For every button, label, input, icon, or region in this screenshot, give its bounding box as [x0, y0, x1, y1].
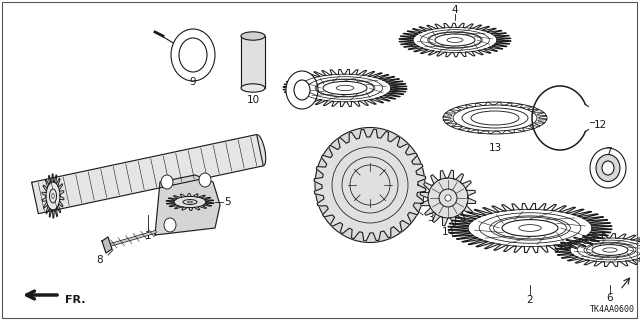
Text: 3: 3 [427, 213, 433, 223]
Polygon shape [155, 175, 220, 235]
Ellipse shape [519, 225, 541, 231]
Text: 10: 10 [246, 95, 260, 105]
Ellipse shape [592, 244, 628, 255]
Ellipse shape [439, 189, 457, 207]
Text: 14: 14 [442, 227, 454, 237]
Ellipse shape [188, 201, 193, 203]
Ellipse shape [294, 80, 310, 100]
Ellipse shape [161, 175, 173, 189]
Text: FR.: FR. [65, 295, 86, 305]
Ellipse shape [323, 81, 367, 95]
Text: 6: 6 [607, 293, 613, 303]
Polygon shape [555, 234, 640, 267]
Polygon shape [448, 204, 612, 252]
Polygon shape [166, 194, 214, 211]
Ellipse shape [241, 84, 265, 92]
Ellipse shape [315, 127, 425, 243]
Ellipse shape [199, 173, 211, 187]
Polygon shape [42, 174, 64, 218]
Text: 1: 1 [145, 231, 151, 241]
Text: 11: 11 [339, 143, 351, 153]
Ellipse shape [286, 71, 318, 109]
Text: TK4AA0600: TK4AA0600 [590, 305, 635, 314]
Text: 9: 9 [189, 77, 196, 87]
Polygon shape [283, 69, 407, 107]
Ellipse shape [171, 29, 215, 81]
Ellipse shape [164, 218, 176, 232]
Polygon shape [399, 23, 511, 57]
Ellipse shape [254, 134, 266, 166]
Text: 12: 12 [593, 120, 607, 130]
Polygon shape [420, 170, 476, 226]
Ellipse shape [603, 248, 617, 252]
Ellipse shape [447, 38, 463, 43]
Text: 8: 8 [97, 255, 103, 265]
Text: 4: 4 [452, 5, 458, 15]
Ellipse shape [49, 189, 56, 203]
Ellipse shape [502, 220, 558, 236]
Polygon shape [31, 134, 263, 214]
Polygon shape [241, 36, 265, 88]
Ellipse shape [241, 32, 265, 40]
Ellipse shape [336, 85, 354, 91]
Ellipse shape [445, 195, 451, 201]
Ellipse shape [435, 34, 475, 46]
Text: 7: 7 [605, 147, 611, 157]
Ellipse shape [179, 38, 207, 72]
Ellipse shape [183, 200, 197, 204]
Text: 2: 2 [527, 295, 533, 305]
Polygon shape [314, 129, 426, 241]
Ellipse shape [590, 148, 626, 188]
Text: 5: 5 [224, 197, 230, 207]
Text: 13: 13 [488, 143, 502, 153]
Ellipse shape [602, 161, 614, 175]
Ellipse shape [596, 155, 620, 181]
Polygon shape [102, 237, 112, 253]
Ellipse shape [52, 194, 54, 198]
